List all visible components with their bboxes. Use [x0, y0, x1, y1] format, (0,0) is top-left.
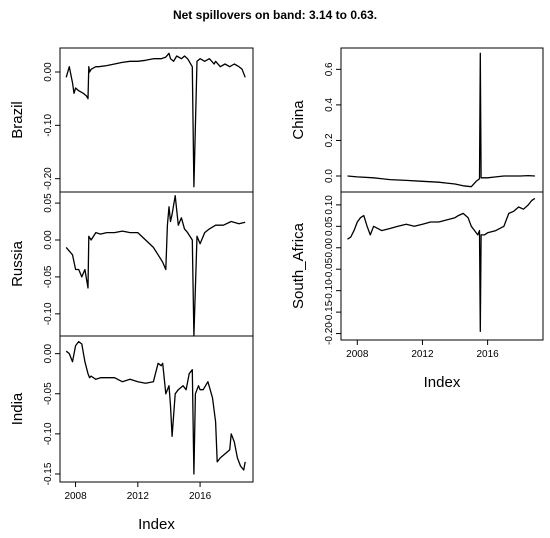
- plot-frame-china: [340, 47, 544, 193]
- y-tick-label-south-africa: -0.10: [324, 279, 335, 302]
- x-axis-label: Index: [138, 516, 175, 533]
- x-tick-label: 2008: [346, 349, 369, 360]
- y-tick-label-russia: -0.05: [43, 265, 54, 288]
- y-tick-label-india: -0.10: [43, 422, 54, 445]
- y-tick-label-brazil: -0.20: [43, 167, 54, 190]
- y-tick-label-russia: 0.00: [43, 230, 54, 250]
- y-tick-label-russia: -0.10: [43, 302, 54, 325]
- series-line-brazil: [65, 52, 246, 188]
- x-tick-label: 2008: [64, 491, 87, 502]
- x-tick-label: 2012: [127, 491, 150, 502]
- x-tick-label: 2016: [476, 349, 499, 360]
- x-tick-label: 2016: [189, 491, 212, 502]
- plot-frame-india: [59, 335, 254, 483]
- series-line-india: [65, 340, 246, 475]
- series-line-south-africa: [347, 197, 536, 333]
- panel-china: 0.6 0.4 0.2 0.0 China: [290, 47, 544, 193]
- y-tick-label-brazil: 0.00: [43, 62, 54, 82]
- x-axis-left: 2008 2012 2016 Index: [64, 482, 212, 533]
- y-tick-label-china: 0.4: [324, 98, 335, 112]
- plot-frame-south-africa: [340, 191, 544, 341]
- panel-india: 0.00 -0.05 -0.10 -0.15 India: [9, 335, 254, 485]
- y-tick-label-brazil: -0.10: [43, 114, 54, 137]
- panel-russia: 0.05 0.00 -0.05 -0.10 Russia: [9, 191, 254, 337]
- series-line-russia: [65, 195, 246, 337]
- x-axis-label: Index: [424, 374, 461, 391]
- series-line-china: [347, 52, 535, 188]
- y-axis-label-brazil: Brazil: [9, 101, 26, 139]
- y-tick-label-south-africa: -0.05: [324, 257, 335, 280]
- y-tick-label-south-africa: -0.20: [324, 322, 335, 345]
- y-axis-label-china: China: [290, 100, 307, 140]
- y-tick-label-china: 0.2: [324, 133, 335, 147]
- y-tick-label-south-africa: 0.00: [324, 238, 335, 258]
- panel-south-africa: 0.100.05 0.00-0.05-0.10-0.15-0.20 South_Af…: [290, 191, 544, 345]
- y-tick-label-russia: 0.05: [43, 193, 54, 213]
- y-tick-label-south-africa: 0.05: [324, 216, 335, 236]
- y-tick-label-china: 0.0: [324, 169, 335, 183]
- y-axis-label-south-africa: South_Africa: [290, 222, 307, 309]
- panel-brazil: 0.00 -0.10 -0.20 Brazil: [9, 47, 254, 193]
- y-axis-label-india: India: [9, 392, 26, 425]
- y-tick-label-india: -0.15: [43, 462, 54, 485]
- x-axis-right: 2008 2012 2016 Index: [346, 340, 499, 391]
- x-tick-label: 2012: [411, 349, 434, 360]
- y-axis-label-russia: Russia: [9, 240, 26, 287]
- y-tick-label-south-africa: 0.10: [324, 195, 335, 215]
- chart-title: Net spillovers on band: 3.14 to 0.63.: [172, 8, 378, 22]
- y-tick-label-india: 0.00: [43, 343, 54, 363]
- y-tick-label-china: 0.6: [324, 62, 335, 76]
- y-tick-label-south-africa: -0.15: [324, 300, 335, 323]
- y-tick-label-india: -0.05: [43, 382, 54, 405]
